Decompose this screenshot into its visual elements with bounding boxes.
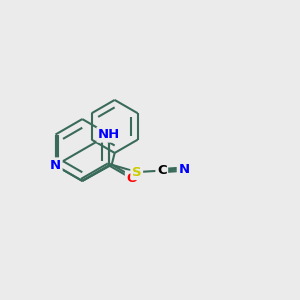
Text: O: O <box>126 172 138 185</box>
Text: S: S <box>132 166 142 178</box>
Text: C: C <box>157 164 166 177</box>
Text: N: N <box>50 159 61 172</box>
Text: N: N <box>178 163 189 176</box>
Text: NH: NH <box>98 128 120 141</box>
